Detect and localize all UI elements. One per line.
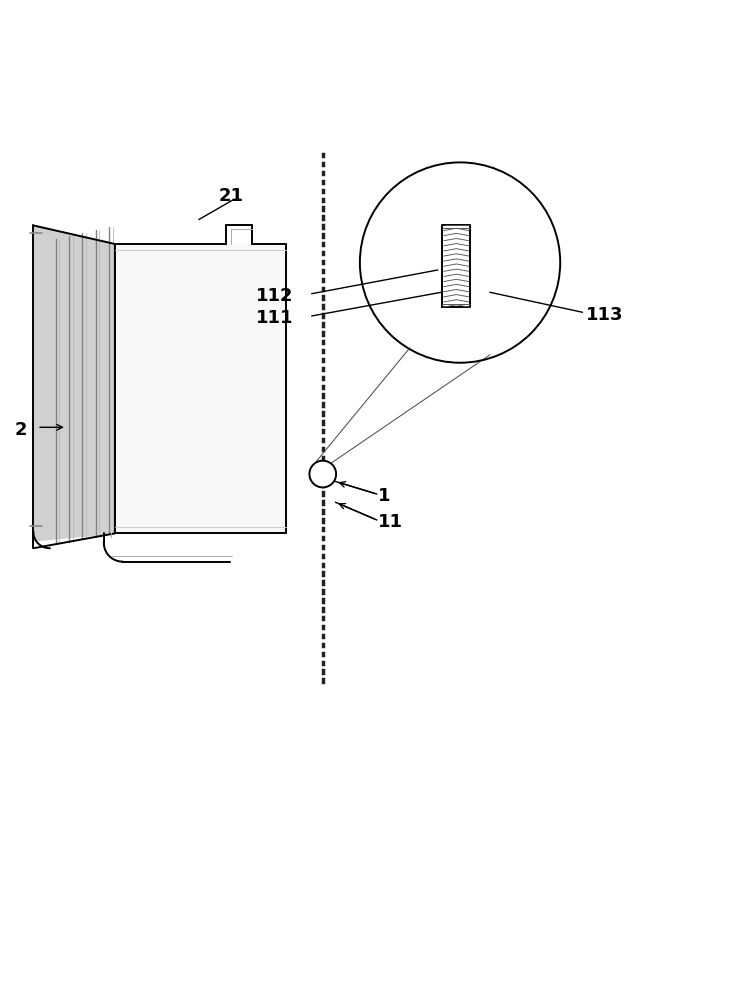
- Text: 11: 11: [378, 513, 404, 531]
- Text: 113: 113: [586, 306, 624, 324]
- Text: 112: 112: [255, 287, 293, 305]
- Polygon shape: [33, 225, 115, 541]
- Text: 1: 1: [378, 487, 391, 505]
- Polygon shape: [442, 225, 470, 307]
- Polygon shape: [115, 244, 286, 533]
- Text: 111: 111: [255, 309, 293, 327]
- Text: 21: 21: [219, 187, 244, 205]
- Text: 2: 2: [15, 421, 27, 439]
- Circle shape: [309, 461, 336, 487]
